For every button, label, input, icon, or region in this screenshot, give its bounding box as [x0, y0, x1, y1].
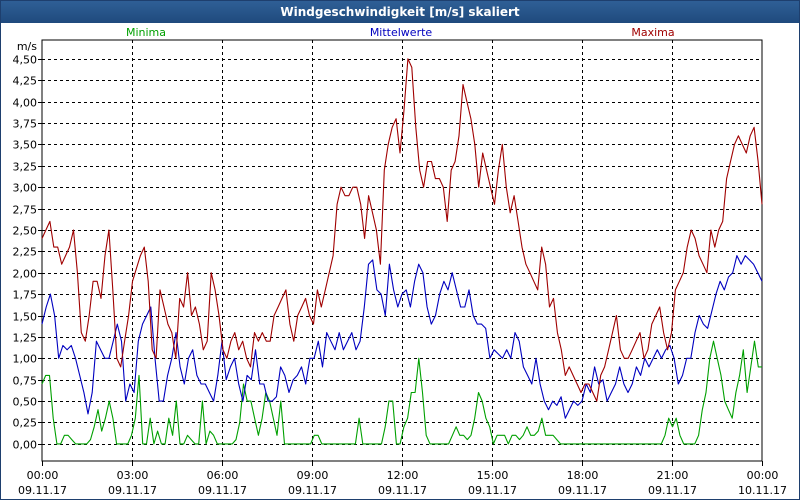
legend-minima: Minima: [126, 26, 166, 39]
window-title: Windgeschwindigkeit [m/s] skaliert: [1, 1, 799, 23]
x-tick-time: 00:00: [27, 469, 59, 482]
x-tick-date: 09.11.17: [288, 484, 337, 497]
y-tick-label: 0,75: [13, 375, 38, 388]
x-tick-date: 09.11.17: [558, 484, 607, 497]
y-axis-label: m/s: [17, 40, 37, 53]
y-tick-label: 1,75: [13, 289, 38, 302]
y-tick-label: 3,25: [13, 161, 38, 174]
legend-mittelwerte: Mittelwerte: [370, 26, 433, 39]
y-tick-label: 3,00: [13, 182, 38, 195]
y-tick-label: 2,75: [13, 204, 38, 217]
x-tick-time: 06:00: [207, 469, 239, 482]
series-line-minima: [41, 340, 762, 445]
x-tick-date: 09.11.17: [108, 484, 157, 497]
x-tick-time: 09:00: [297, 469, 329, 482]
legend-maxima: Maxima: [631, 26, 674, 39]
y-tick-label: 4,00: [13, 97, 38, 110]
y-tick-label: 1,50: [13, 311, 38, 324]
y-tick-label: 1,00: [13, 353, 38, 366]
x-tick-date: 10.11.17: [738, 484, 787, 497]
x-tick-time: 15:00: [477, 469, 509, 482]
series-line-mittelwerte: [41, 255, 763, 419]
x-tick-time: 03:00: [117, 469, 149, 482]
y-tick-label: 0,50: [13, 396, 38, 409]
y-tick-label: 1,25: [13, 332, 38, 345]
y-tick-label: 3,50: [13, 139, 38, 152]
x-tick-date: 09.11.17: [468, 484, 517, 497]
series-line-maxima: [41, 58, 763, 402]
y-tick-label: 0,00: [13, 439, 38, 452]
x-tick-date: 09.11.17: [18, 484, 67, 497]
x-tick-date: 09.11.17: [648, 484, 697, 497]
x-tick-time: 21:00: [657, 469, 689, 482]
x-tick-time: 12:00: [387, 469, 419, 482]
y-tick-label: 3,75: [13, 118, 38, 131]
y-tick-label: 2,00: [13, 268, 38, 281]
y-tick-label: 2,25: [13, 246, 38, 259]
y-tick-label: 4,25: [13, 75, 38, 88]
x-tick-date: 09.11.17: [198, 484, 247, 497]
y-tick-label: 2,50: [13, 225, 38, 238]
wind-speed-chart: 0,00 0,25 0,50 0,75 1,00 1,25 1,50 1,75 2,00 2,25…: [13, 26, 787, 497]
x-tick-time: 18:00: [567, 469, 599, 482]
y-tick-label: 4,50: [13, 54, 38, 67]
y-tick-label: 0,25: [13, 417, 38, 430]
x-tick-time: 00:00: [747, 469, 779, 482]
x-tick-date: 09.11.17: [378, 484, 427, 497]
